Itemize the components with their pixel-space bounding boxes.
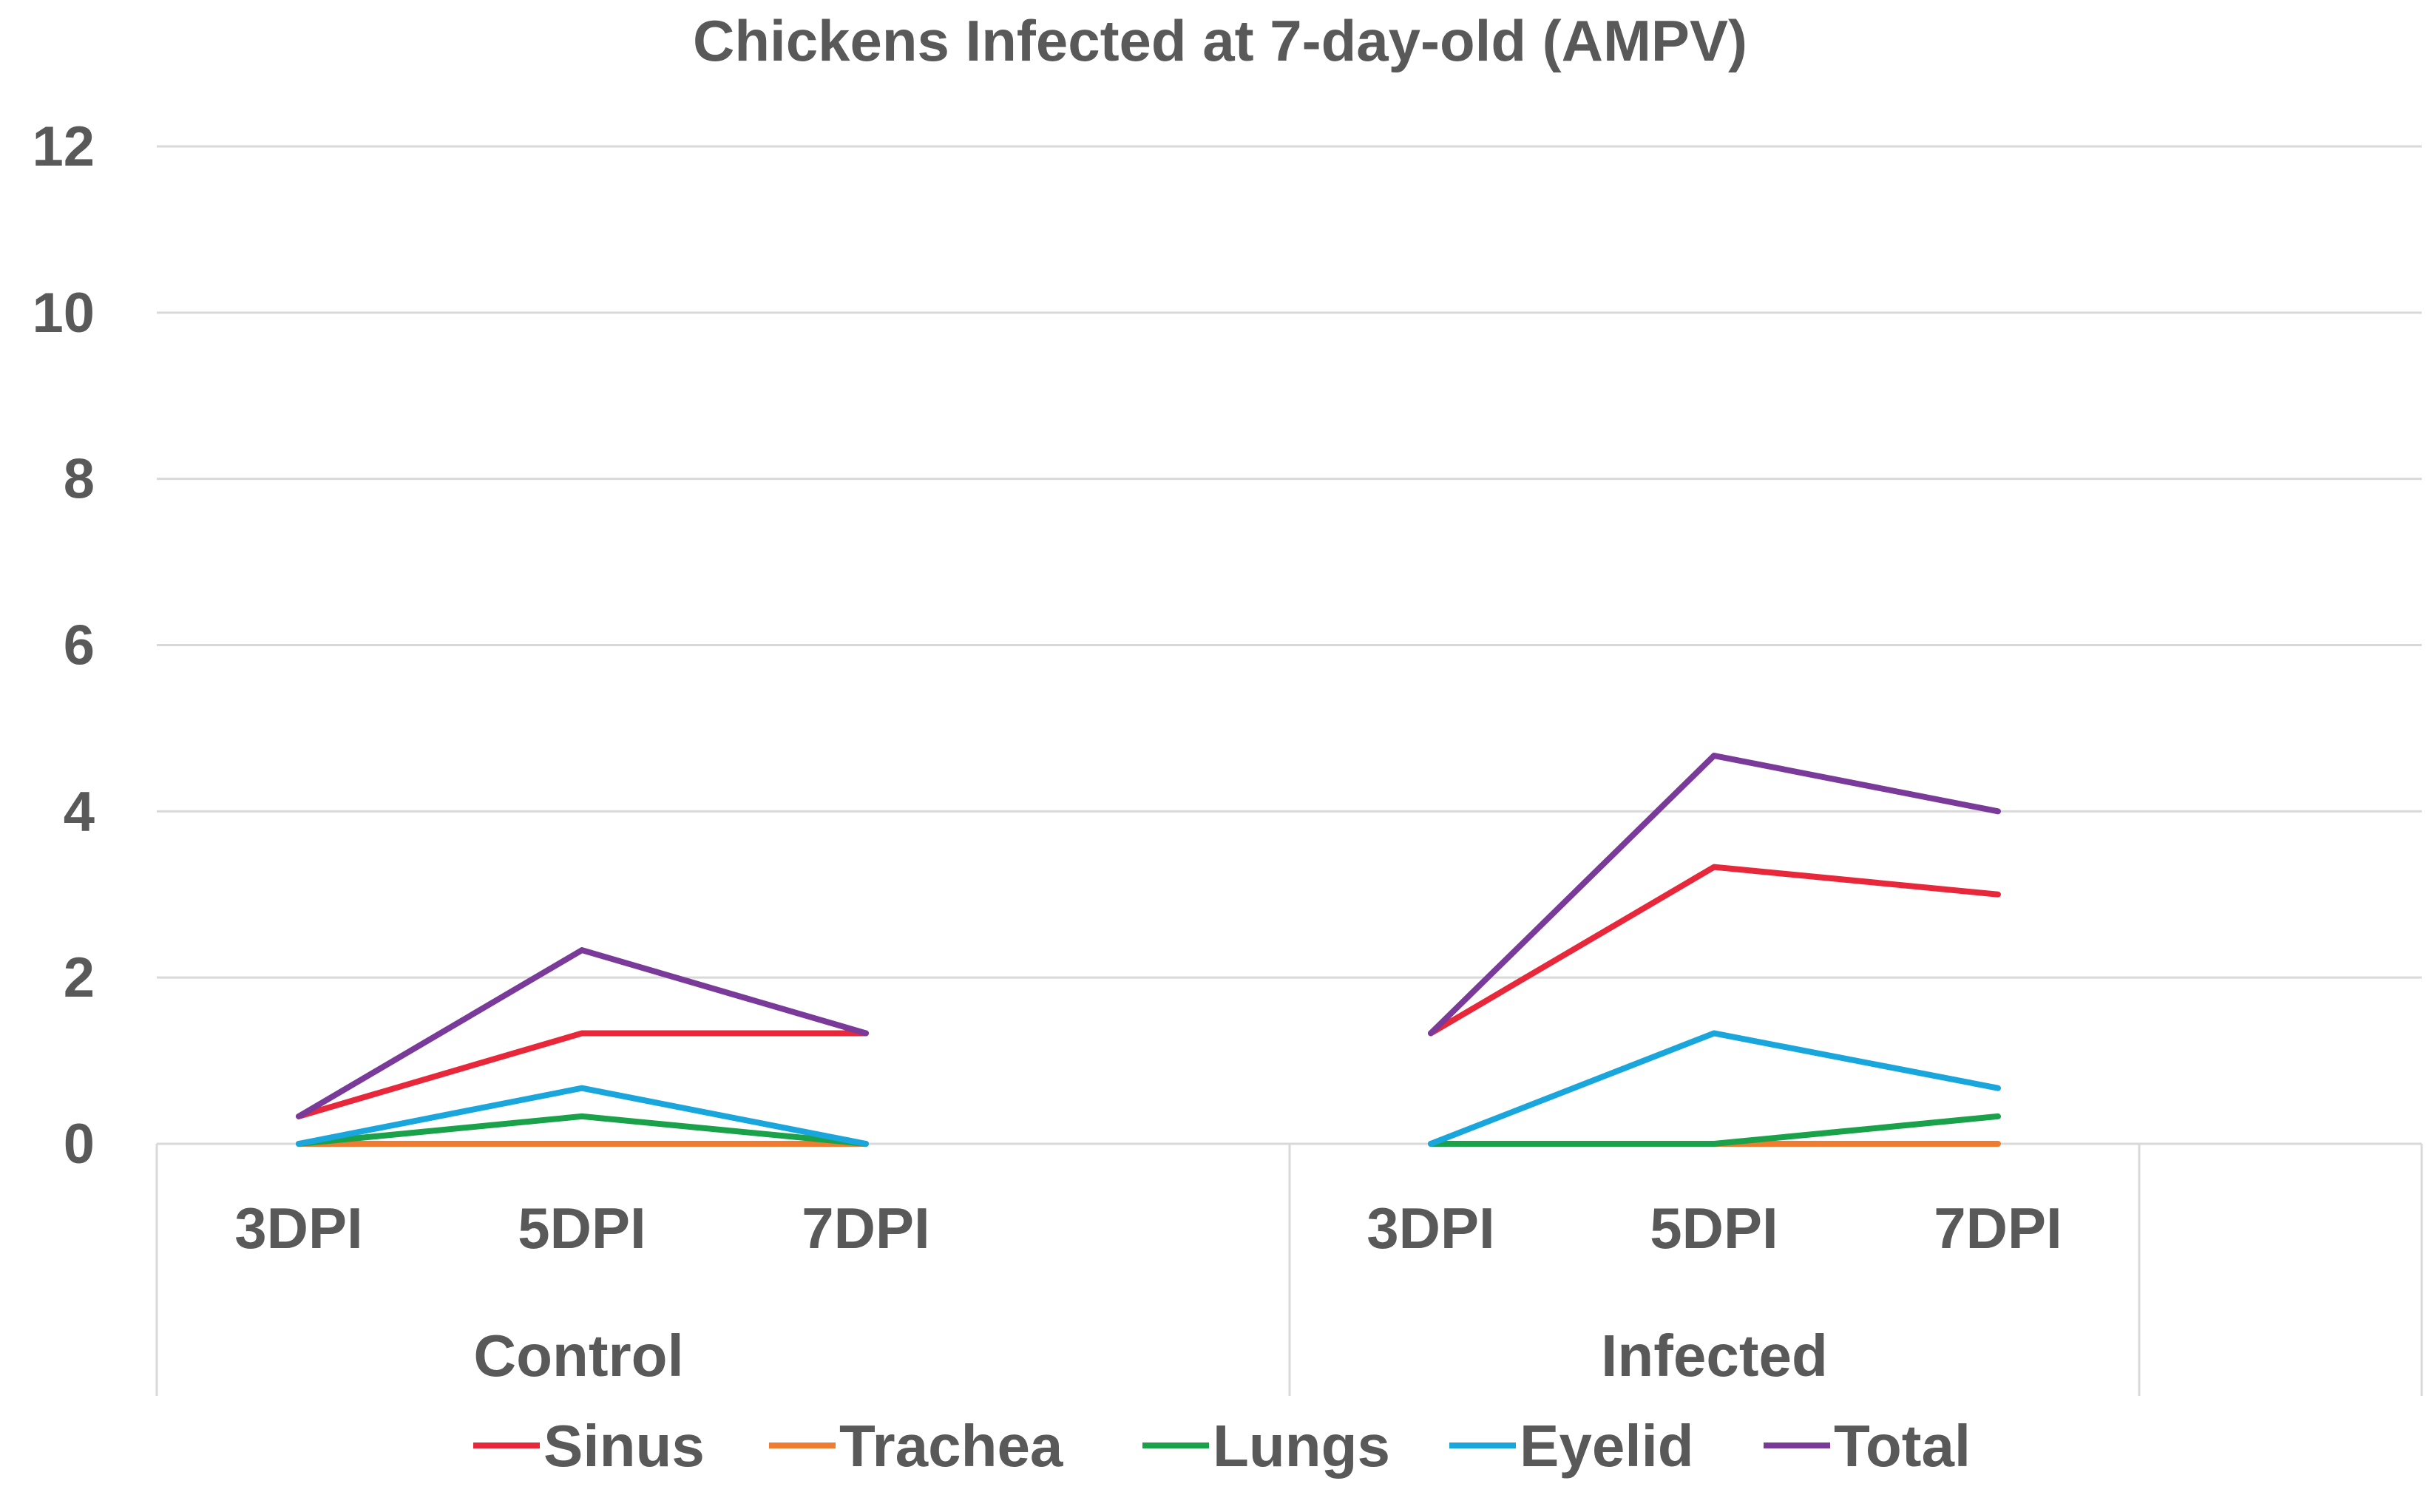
legend-label-eyelid: Eyelid [1520,1413,1694,1479]
y-tick-label: 12 [32,115,95,178]
x-tick-label: 5DPI [518,1196,646,1261]
x-tick-label: 5DPI [1650,1196,1778,1261]
series-line-lungs [1428,1113,2001,1147]
x-group-label: Control [473,1323,683,1389]
y-axis-tick-labels: 0 2 4 6 8 10 12 [32,115,95,1176]
x-tick-label: 3DPI [1366,1196,1494,1261]
series-line-lungs [296,1113,869,1147]
legend-label-lungs: Lungs [1213,1413,1390,1479]
legend: Sinus Trachea Lungs Eyelid Total [473,1413,1971,1479]
y-tick-label: 2 [64,946,95,1009]
series-line-sinus [296,1030,869,1119]
series-lines [296,753,2001,1147]
series-line-sinus [1428,864,2001,1037]
y-tick-label: 6 [64,614,95,677]
series-line-eyelid [1428,1030,2001,1147]
y-tick-label: 4 [64,780,95,843]
y-tick-label: 0 [64,1113,95,1176]
x-axis-category-labels: 3DPI 5DPI 7DPI Control 3DPI 5DPI 7DPI Infected [234,1196,2062,1389]
x-tick-label: 7DPI [1934,1196,2062,1261]
chart-title: Chickens Infected at 7-day-old (AMPV) [693,8,1747,73]
legend-label-sinus: Sinus [543,1413,705,1479]
x-tick-label: 7DPI [802,1196,929,1261]
y-tick-label: 10 [32,282,95,345]
legend-label-total: Total [1834,1413,1971,1479]
series-line-eyelid [296,1085,869,1147]
legend-label-trachea: Trachea [839,1413,1063,1479]
x-group-label: Infected [1601,1323,1828,1389]
gridlines [157,145,2422,979]
y-tick-label: 8 [64,448,95,511]
series-line-total [1428,753,2001,1037]
series-line-total [296,947,869,1119]
x-tick-label: 3DPI [234,1196,362,1261]
